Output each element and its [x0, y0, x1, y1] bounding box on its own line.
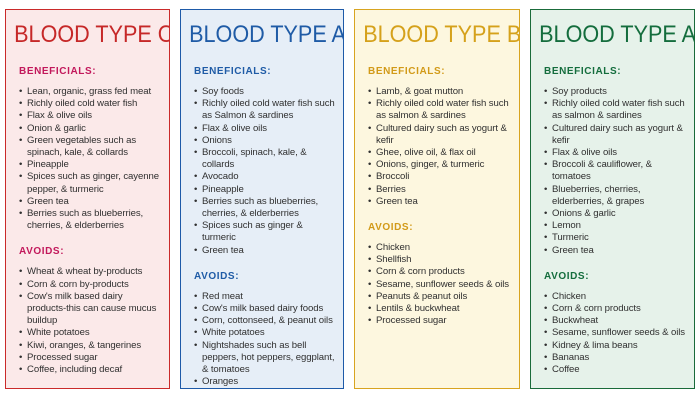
list-item: Processed sugar	[368, 315, 511, 327]
card-title: BLOOD TYPE A	[189, 21, 344, 48]
avoids-heading: AVOIDS:	[544, 270, 590, 282]
avoids-list: ChickenShellfishCorn & corn productsSesa…	[368, 242, 511, 328]
list-item: Shellfish	[368, 254, 511, 266]
blood-type-ab-card: BLOOD TYPE AB BENEFICIALS: Soy productsR…	[530, 9, 695, 389]
list-item: Lean, organic, grass fed meat	[19, 86, 161, 98]
list-item: White potatoes	[194, 327, 335, 339]
list-item: Richly oiled cold water fish such as Sal…	[194, 98, 335, 122]
list-item: Processed sugar	[194, 388, 335, 389]
list-item: Processed sugar	[19, 352, 161, 364]
list-item: Corn & corn by-products	[19, 279, 161, 291]
beneficials-heading: BENEFICIALS:	[544, 66, 622, 77]
list-item: Flax & olive oils	[194, 123, 335, 135]
list-item: Coffee, including decaf	[19, 364, 161, 376]
list-item: Richly oiled cold water fish	[19, 98, 161, 110]
avoids-heading: AVOIDS:	[194, 270, 240, 282]
card-content: BENEFICIALS: Lean, organic, grass fed me…	[19, 66, 161, 376]
list-item: Bananas	[544, 352, 686, 364]
list-item: Berries such as blueberries, cherries, &…	[194, 196, 335, 220]
card-content: BENEFICIALS: Soy productsRichly oiled co…	[544, 66, 686, 376]
list-item: Berries such as blueberries, cherries, &…	[19, 208, 161, 232]
avoids-heading: AVOIDS:	[19, 246, 65, 258]
list-item: Green tea	[19, 196, 161, 208]
list-item: Sesame, sunflower seeds & oils	[544, 327, 686, 339]
list-item: Lamb, & goat mutton	[368, 86, 511, 98]
list-item: Coffee	[544, 364, 686, 376]
list-item: Cow's milk based dairy products-this can…	[19, 291, 161, 328]
list-item: Onions, ginger, & turmeric	[368, 159, 511, 171]
blood-type-b-card: BLOOD TYPE B BENEFICIALS: Lamb, & goat m…	[354, 9, 520, 389]
list-item: Corn & corn products	[368, 266, 511, 278]
list-item: Green tea	[368, 196, 511, 208]
avoids-heading: AVOIDS:	[368, 222, 414, 234]
beneficials-list: Soy productsRichly oiled cold water fish…	[544, 86, 686, 257]
beneficials-heading: BENEFICIALS:	[368, 66, 446, 77]
list-item: Blueberries, cherries, elderberries, & g…	[544, 184, 686, 208]
list-item: Pineapple	[194, 184, 335, 196]
list-item: Broccoli, spinach, kale, & collards	[194, 147, 335, 171]
list-item: Lentils & buckwheat	[368, 303, 511, 315]
list-item: Green vegetables such as spinach, kale, …	[19, 135, 161, 159]
list-item: Flax & olive oils	[19, 110, 161, 122]
list-item: Broccoli & cauliflower, & tomatoes	[544, 159, 686, 183]
list-item: Buckwheat	[544, 315, 686, 327]
list-item: Onions & garlic	[544, 208, 686, 220]
list-item: Cow's milk based dairy foods	[194, 303, 335, 315]
list-item: Nightshades such as bell peppers, hot pe…	[194, 340, 335, 377]
blood-type-a-card: BLOOD TYPE A BENEFICIALS: Soy foodsRichl…	[180, 9, 344, 389]
beneficials-list: Lean, organic, grass fed meatRichly oile…	[19, 86, 161, 232]
list-item: Kiwi, oranges, & tangerines	[19, 340, 161, 352]
beneficials-list: Soy foodsRichly oiled cold water fish su…	[194, 86, 335, 257]
list-item: Green tea	[194, 245, 335, 257]
beneficials-heading: BENEFICIALS:	[19, 66, 97, 77]
beneficials-heading: BENEFICIALS:	[194, 66, 272, 77]
list-item: Chicken	[544, 291, 686, 303]
list-item: Richly oiled cold water fish such as sal…	[544, 98, 686, 122]
list-item: Flax & olive oils	[544, 147, 686, 159]
list-item: White potatoes	[19, 327, 161, 339]
list-item: Richly oiled cold water fish such as sal…	[368, 98, 511, 122]
list-item: Chicken	[368, 242, 511, 254]
list-item: Spices such as ginger & turmeric	[194, 220, 335, 244]
card-title: BLOOD TYPE O	[14, 21, 170, 48]
list-item: Avocado	[194, 171, 335, 183]
list-item: Spices such as ginger, cayenne pepper, &…	[19, 171, 161, 195]
avoids-list: Red meatCow's milk based dairy foodsCorn…	[194, 291, 335, 389]
list-item: Onion & garlic	[19, 123, 161, 135]
list-item: Turmeric	[544, 232, 686, 244]
card-content: BENEFICIALS: Soy foodsRichly oiled cold …	[194, 66, 335, 389]
list-item: Pineapple	[19, 159, 161, 171]
list-item: Kidney & lima beans	[544, 340, 686, 352]
list-item: Cultured dairy such as yogurt & kefir	[368, 123, 511, 147]
list-item: Oranges	[194, 376, 335, 388]
list-item: Corn & corn products	[544, 303, 686, 315]
list-item: Peanuts & peanut oils	[368, 291, 511, 303]
list-item: Soy products	[544, 86, 686, 98]
list-item: Broccoli	[368, 171, 511, 183]
list-item: Green tea	[544, 245, 686, 257]
blood-type-o-card: BLOOD TYPE O BENEFICIALS: Lean, organic,…	[5, 9, 170, 389]
list-item: Ghee, olive oil, & flax oil	[368, 147, 511, 159]
beneficials-list: Lamb, & goat muttonRichly oiled cold wat…	[368, 86, 511, 208]
avoids-list: Wheat & wheat by-productsCorn & corn by-…	[19, 266, 161, 376]
avoids-list: ChickenCorn & corn productsBuckwheatSesa…	[544, 291, 686, 377]
list-item: Berries	[368, 184, 511, 196]
list-item: Corn, cottonseed, & peanut oils	[194, 315, 335, 327]
list-item: Onions	[194, 135, 335, 147]
list-item: Sesame, sunflower seeds & oils	[368, 279, 511, 291]
list-item: Red meat	[194, 291, 335, 303]
card-content: BENEFICIALS: Lamb, & goat muttonRichly o…	[368, 66, 511, 328]
card-title: BLOOD TYPE AB	[539, 21, 695, 48]
list-item: Wheat & wheat by-products	[19, 266, 161, 278]
card-title: BLOOD TYPE B	[363, 21, 520, 48]
list-item: Soy foods	[194, 86, 335, 98]
list-item: Cultured dairy such as yogurt & kefir	[544, 123, 686, 147]
list-item: Lemon	[544, 220, 686, 232]
